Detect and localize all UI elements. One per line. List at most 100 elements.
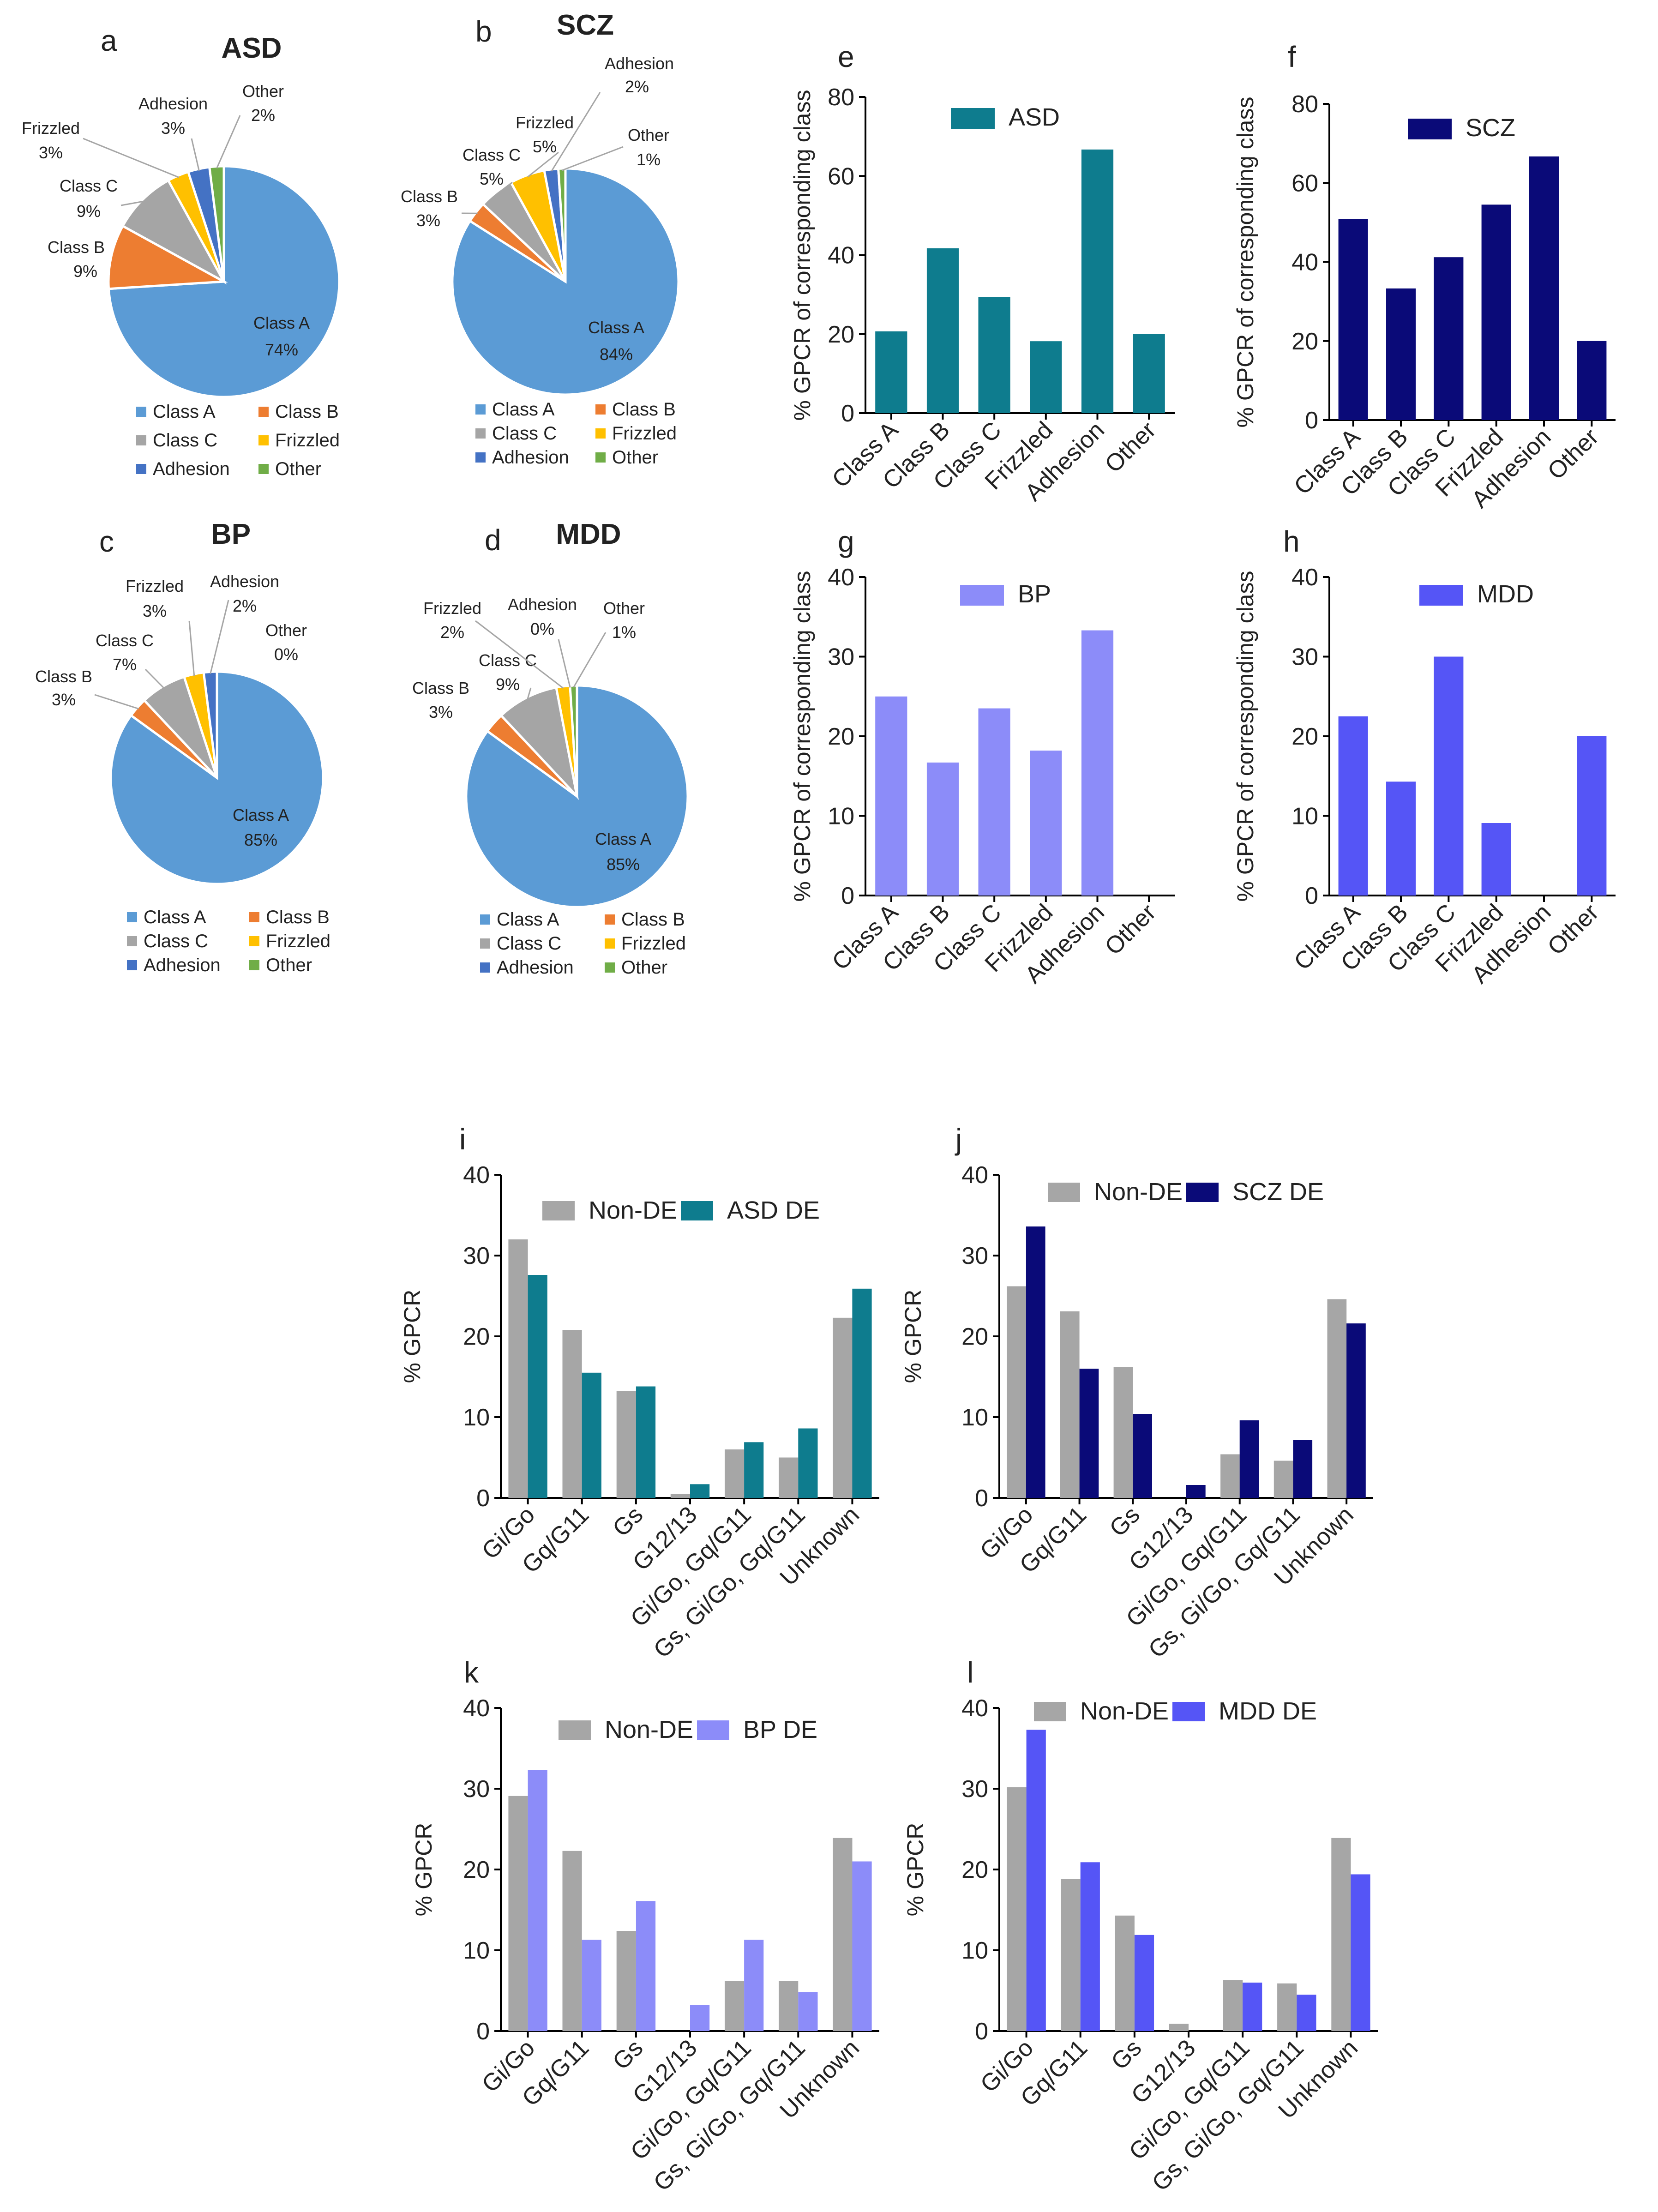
legend-label-asd: ASD (1009, 103, 1060, 131)
panel-letter-h: h (1283, 525, 1300, 558)
pie-pct-class-a: 85% (244, 830, 277, 849)
y-tick-label: 30 (463, 1776, 490, 1803)
legend-swatch-mdd (1419, 585, 1463, 606)
x-tick-label-other: Other (1543, 899, 1604, 960)
legend-swatch-class-c (480, 938, 490, 949)
pie-label-class-b: Class B (401, 187, 458, 206)
pie-pct-adhesion: 3% (161, 119, 185, 138)
legend-label-class-b: Class B (621, 909, 685, 930)
bar-mdd-de-gi-go (1026, 1730, 1046, 2032)
bar-non-de-gs (616, 1391, 636, 1498)
pie-title: BP (211, 518, 251, 550)
pie-pct-other: 1% (612, 623, 636, 642)
pie-label-frizzled: Frizzled (423, 599, 481, 618)
legend-swatch-non-de (559, 1720, 591, 1740)
panel-letter-d: d (485, 523, 501, 557)
bar-mdd-de-gq-g11 (1080, 1862, 1100, 2032)
legend-swatch-class-b (249, 912, 259, 922)
legend-label-frizzled: Frizzled (612, 423, 677, 444)
leader-line (94, 694, 139, 709)
legend-label-non-de: Non-DE (605, 1716, 693, 1743)
pie-pct-class-b: 3% (429, 703, 453, 721)
legend-label-class-a: Class A (492, 399, 555, 420)
pie-label-class-b: Class B (35, 667, 92, 686)
panel-letter-c: c (99, 525, 114, 558)
pie-label-class-a: Class A (595, 830, 651, 848)
bar-asd-de-gs (636, 1386, 656, 1498)
y-tick-label: 40 (961, 1695, 988, 1722)
bar-non-de-gq-g11 (1060, 1311, 1080, 1498)
leader-line (83, 138, 179, 178)
leader-line (497, 181, 513, 194)
pie-label-class-a: Class A (588, 318, 644, 337)
bar-bp-de-unknown (852, 1861, 872, 2031)
legend-label-other: Other (266, 955, 312, 975)
pie-label-frizzled: Frizzled (516, 113, 574, 132)
leader-line (188, 620, 195, 676)
bar-non-de-gs-gi-go-gq-g11 (779, 1457, 799, 1498)
legend-swatch-non-de (1034, 1702, 1066, 1721)
legend-swatch-class-c (475, 428, 486, 439)
x-tick-label-gs: Gs (607, 1501, 648, 1542)
y-tick-label: 20 (828, 723, 854, 750)
legend-swatch-class-a (127, 912, 137, 922)
pie-chart-a: a ASD Class A 74% Class B 9% Class C 9% Frizzled… (22, 24, 341, 479)
bar-class-b (1386, 288, 1416, 420)
pie-label-other: Other (603, 599, 645, 618)
bar-frizzled (1481, 204, 1511, 420)
legend-label-class-a: Class A (497, 909, 559, 930)
pie-slice-class-a (451, 167, 680, 396)
pie-pct-frizzled: 3% (143, 601, 167, 620)
bar-non-de-unknown (1331, 1838, 1351, 2032)
bar-non-de-gi-go (1007, 1787, 1027, 2031)
legend-swatch-mdd-de (1172, 1702, 1205, 1721)
legend-swatch-other (595, 452, 606, 463)
y-tick-label: 40 (961, 1162, 988, 1189)
legend-label-frizzled: Frizzled (266, 931, 330, 951)
panel-letter-e: e (838, 40, 854, 73)
legend-swatch-bp (960, 585, 1004, 606)
legend-swatch-scz (1408, 119, 1452, 139)
bar-frizzled (1481, 823, 1511, 896)
y-axis-label: % GPCR (411, 1823, 437, 1917)
bar-non-de-gs-gi-go-gq-g11 (1274, 1461, 1293, 1498)
legend-swatch-class-b (258, 407, 269, 417)
y-tick-label: 40 (463, 1162, 490, 1189)
leader-line (573, 632, 607, 688)
leader-line (144, 668, 165, 689)
leader-line (216, 115, 241, 169)
bar-asd-de-gq-g11 (582, 1372, 601, 1498)
pie-slice-other (208, 165, 225, 282)
bar-scz-de-gq-g11 (1079, 1369, 1099, 1498)
pie-pct-class-c: 9% (77, 202, 101, 221)
y-tick-label: 60 (828, 163, 854, 190)
pie-pct-class-a: 85% (607, 855, 640, 874)
bar-class-c (978, 297, 1010, 413)
bar-asd-de-gi-go (528, 1275, 547, 1498)
legend-swatch-other (249, 960, 259, 970)
legend-swatch-class-b (595, 404, 606, 415)
y-tick-label: 40 (1292, 249, 1318, 276)
bar-non-de-gq-g11 (562, 1851, 582, 2032)
legend-swatch-adhesion (136, 464, 146, 474)
y-tick-label: 30 (961, 1776, 988, 1803)
pie-label-other: Other (242, 82, 284, 101)
legend-label-class-a: Class A (153, 402, 216, 422)
pie-chart-b: b SCZ Class A 84% Class B 3% Class C 5% Frizzled… (401, 9, 680, 468)
pie-label-adhesion: Adhesion (138, 94, 208, 113)
legend-label-other: Other (275, 459, 321, 479)
bar-scz-de-gs-gi-go-gq-g11 (1293, 1440, 1313, 1498)
panel-letter-i: i (459, 1123, 466, 1156)
pie-title: ASD (222, 32, 282, 64)
pie-label-other: Other (628, 126, 669, 144)
legend-swatch-class-a (475, 404, 486, 415)
y-tick-label: 30 (961, 1243, 988, 1269)
y-axis-label: % GPCR of corresponding class (789, 571, 815, 902)
bar-bp-de-gi-go-gq-g11 (744, 1940, 764, 2032)
bar-asd-de-gs-gi-go-gq-g11 (798, 1428, 818, 1498)
pie-pct-frizzled: 3% (39, 143, 63, 162)
